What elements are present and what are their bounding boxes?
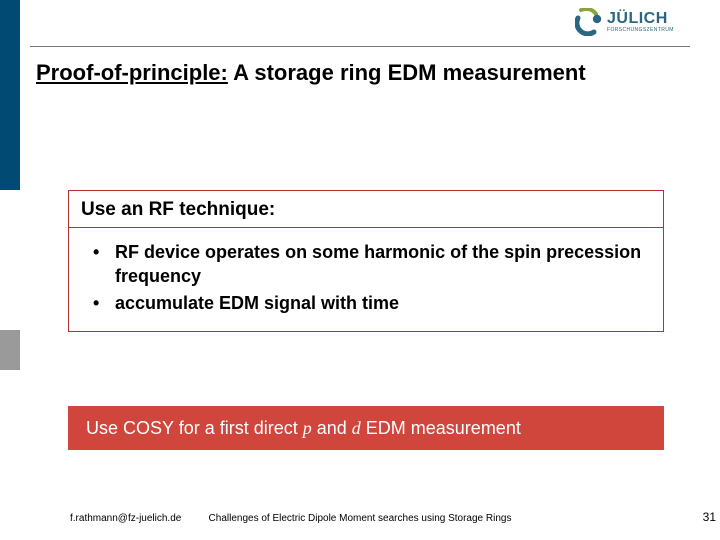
title-rest: A storage ring EDM measurement — [228, 60, 586, 85]
sidebar-accent-dark — [0, 0, 20, 190]
page-number: 31 — [703, 510, 716, 524]
banner-var-p: p — [303, 418, 312, 438]
banner-text: Use COSY for a first direct p and d EDM … — [86, 418, 521, 439]
banner-var-d: d — [352, 418, 361, 438]
logo-mark-icon — [575, 8, 603, 36]
slide-title: Proof-of-principle: A storage ring EDM m… — [36, 60, 586, 86]
header-divider — [30, 46, 690, 47]
banner-suffix: EDM measurement — [361, 418, 521, 438]
logo-subtext: FORSCHUNGSZENTRUM — [607, 28, 674, 33]
institution-logo: JÜLICH FORSCHUNGSZENTRUM — [575, 8, 685, 42]
title-underlined: Proof-of-principle: — [36, 60, 228, 85]
slide: JÜLICH FORSCHUNGSZENTRUM Proof-of-princi… — [0, 0, 720, 540]
logo-text: JÜLICH — [607, 11, 674, 27]
list-item: RF device operates on some harmonic of t… — [87, 240, 645, 289]
box-body: RF device operates on some harmonic of t… — [69, 228, 663, 331]
content-box: Use an RF technique: RF device operates … — [68, 190, 664, 332]
footer-title: Challenges of Electric Dipole Moment sea… — [0, 513, 720, 524]
banner-prefix: Use COSY for a first direct — [86, 418, 303, 438]
sidebar-accent-grey — [0, 330, 20, 370]
list-item: accumulate EDM signal with time — [87, 291, 645, 315]
highlight-banner: Use COSY for a first direct p and d EDM … — [68, 406, 664, 450]
box-heading: Use an RF technique: — [69, 191, 663, 227]
banner-mid: and — [312, 418, 352, 438]
